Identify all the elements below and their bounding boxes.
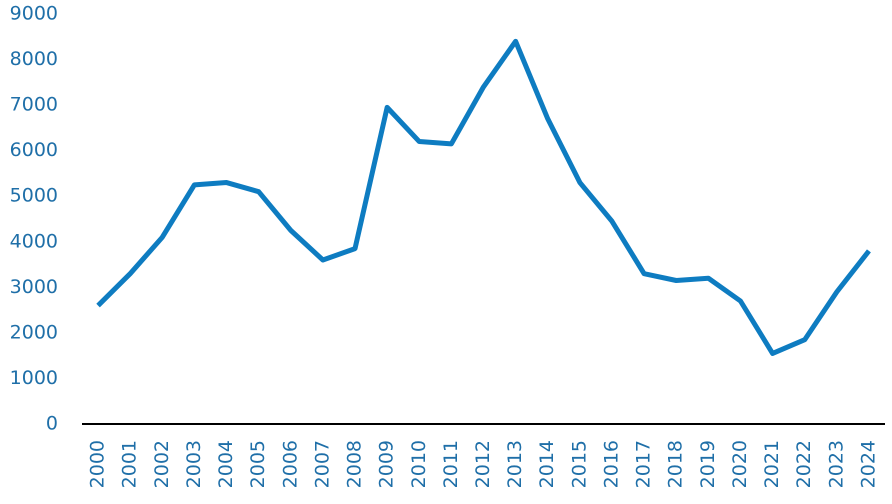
y-tick-label: 4000: [10, 230, 58, 252]
x-tick-label: 2022: [793, 440, 815, 488]
x-tick-label: 2002: [151, 440, 173, 488]
y-tick-label: 8000: [10, 48, 58, 70]
x-tick-label: 2017: [633, 440, 655, 488]
y-tick-label: 3000: [10, 276, 58, 298]
x-tick-label: 2010: [408, 440, 430, 488]
y-tick-label: 7000: [10, 94, 58, 116]
x-tick-label: 2005: [247, 440, 269, 488]
y-tick-label: 0: [46, 413, 58, 435]
x-tick-label: 2020: [729, 440, 751, 488]
y-tick-label: 6000: [10, 139, 58, 161]
x-tick-label: 2023: [825, 440, 847, 488]
x-tick-label: 2001: [119, 440, 141, 488]
line: [96, 38, 871, 356]
x-tick-label: 2009: [376, 440, 398, 488]
x-tick-label: 2004: [215, 440, 237, 488]
y-tick-label: 1000: [10, 367, 58, 389]
x-tick-label: 2008: [344, 440, 366, 488]
x-tick-label: 2006: [279, 440, 301, 488]
x-tick-label: 2014: [536, 440, 558, 488]
x-tick-label: 2003: [183, 440, 205, 488]
x-tick-label: 2016: [600, 440, 622, 488]
x-tick-label: 2019: [697, 440, 719, 488]
x-tick-label: 2012: [472, 440, 494, 488]
y-tick-label: 9000: [10, 3, 58, 25]
y-tick-label: 5000: [10, 185, 58, 207]
x-tick-label: 2015: [568, 440, 590, 488]
x-tick-label: 2000: [87, 440, 109, 488]
x-tick-label: 2018: [665, 440, 687, 488]
x-tick-label: 2021: [761, 440, 783, 488]
y-tick-label: 2000: [10, 321, 58, 343]
x-tick-label: 2011: [440, 440, 462, 488]
x-tick-label: 2013: [504, 440, 526, 488]
x-tick-label: 2024: [857, 440, 879, 488]
x-tick-label: 2007: [311, 440, 333, 488]
